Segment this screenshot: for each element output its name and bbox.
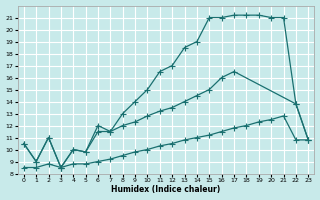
X-axis label: Humidex (Indice chaleur): Humidex (Indice chaleur) [111,185,221,194]
